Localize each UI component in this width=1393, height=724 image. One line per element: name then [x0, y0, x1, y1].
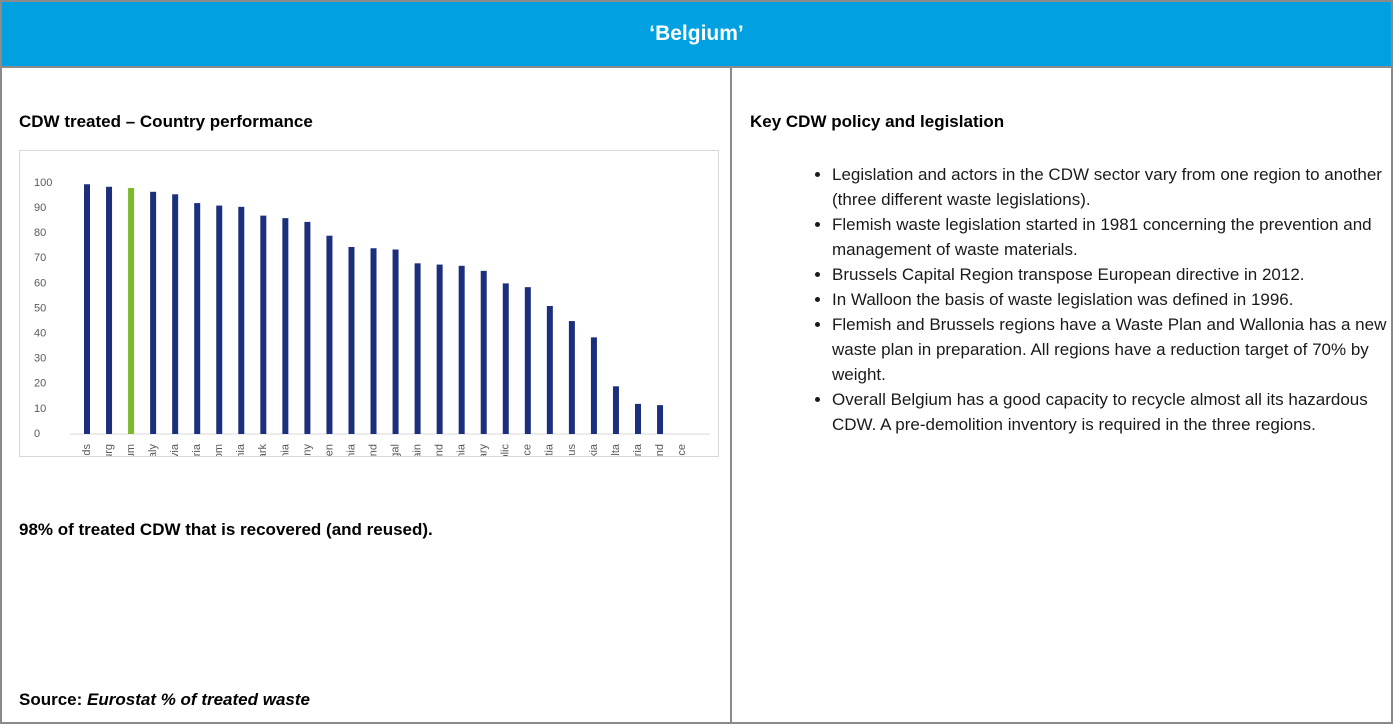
- bullet: Overall Belgium has a good capacity to r…: [832, 387, 1392, 437]
- x-tick-label: Netherlands: [81, 444, 93, 457]
- x-tick-label: Finland: [654, 444, 666, 457]
- bar: [414, 263, 421, 434]
- bar: [172, 194, 179, 434]
- bar: [635, 403, 641, 434]
- x-tick-label: United Kingdom: [213, 444, 225, 457]
- bar: [480, 270, 487, 434]
- bar: [546, 305, 553, 434]
- x-tick-label: Slovenia: [235, 443, 247, 457]
- x-tick-label: Latvia: [169, 443, 181, 457]
- y-tick-label: 80: [34, 227, 46, 239]
- y-tick-label: 50: [34, 302, 46, 314]
- bar: [524, 287, 531, 434]
- x-tick-label: Romania: [456, 443, 468, 457]
- y-tick-label: 10: [34, 403, 46, 415]
- bullet: Flemish and Brussels regions have a Wast…: [832, 312, 1392, 387]
- y-tick-label: 40: [34, 328, 46, 340]
- chart: 0 10 20 30 40 50 60 70 80 90 100 Netherlands Luxembo…: [19, 150, 719, 457]
- y-tick-label: 70: [34, 252, 46, 264]
- y-tick-label: 90: [34, 202, 46, 214]
- bar: [194, 203, 201, 434]
- x-tick-label: Hungary: [478, 444, 490, 457]
- bar: [128, 188, 135, 434]
- y-tick-label: 60: [34, 277, 46, 289]
- bar: [436, 264, 443, 434]
- bar: [568, 321, 575, 434]
- bullet-list: Legislation and actors in the CDW sector…: [792, 162, 1392, 437]
- x-tick-label: Sweden: [323, 444, 335, 457]
- x-tick-label: Germany: [301, 444, 313, 457]
- bar: [260, 215, 267, 434]
- bar: [392, 249, 399, 434]
- x-tick-label: Belgium: [125, 444, 137, 457]
- x-tick-label: Spain: [412, 444, 424, 457]
- bullet: Legislation and actors in the CDW sector…: [832, 162, 1392, 212]
- column-divider: [730, 68, 732, 722]
- x-tick-label: Cyprus: [566, 444, 578, 457]
- bar: [657, 405, 664, 434]
- y-tick-label: 100: [34, 177, 52, 189]
- left-heading: CDW treated – Country performance: [19, 112, 313, 131]
- source-text: Eurostat % of treated waste: [87, 690, 310, 709]
- x-tick-label: Estonia: [345, 443, 357, 457]
- bar: [458, 265, 465, 434]
- x-tick-label: Denmark: [257, 444, 269, 457]
- x-tick-label: Malta: [610, 443, 622, 457]
- bar: [106, 186, 113, 434]
- x-tick-label: Luxembourg: [103, 444, 115, 457]
- bar: [282, 218, 289, 434]
- bar: [216, 205, 223, 434]
- bar: [370, 248, 377, 434]
- x-tick-label: Lithuania: [279, 443, 291, 457]
- bar: [150, 191, 157, 434]
- x-tick-label: Italy: [147, 444, 159, 457]
- bullet: Flemish waste legislation started in 198…: [832, 212, 1392, 262]
- bar: [612, 386, 619, 434]
- x-tick-label: Bulgaria: [632, 443, 644, 457]
- x-tick-label: Portugal: [389, 444, 401, 457]
- bar: [84, 184, 90, 434]
- y-tick-label: 20: [34, 378, 46, 390]
- bar: [238, 206, 245, 434]
- bullet: In Walloon the basis of waste legislatio…: [832, 287, 1392, 312]
- bar: [348, 247, 355, 434]
- bar: [590, 337, 597, 434]
- source: Source: Eurostat % of treated waste: [19, 690, 310, 710]
- y-tick-label: 0: [34, 428, 40, 440]
- y-tick-label: 30: [34, 353, 46, 365]
- right-heading: Key CDW policy and legislation: [750, 112, 1005, 131]
- x-tick-label: Poland: [434, 444, 446, 457]
- header-title: ‘Belgium’: [2, 2, 1391, 68]
- x-tick-label: Greece: [676, 444, 688, 457]
- x-tick-label: Croatia: [544, 443, 556, 457]
- x-tick-label: Ireland: [367, 444, 379, 457]
- statement: 98% of treated CDW that is recovered (an…: [19, 520, 433, 539]
- bar: [326, 235, 333, 434]
- source-label: Source:: [19, 690, 83, 709]
- x-tick-label: France: [522, 444, 534, 457]
- x-tick-label: Austria: [191, 443, 203, 457]
- x-tick-label: Czech Republic: [500, 444, 512, 457]
- bullet: Brussels Capital Region transpose Europe…: [832, 262, 1392, 287]
- x-tick-label: Slovakia: [588, 443, 600, 457]
- bar: [502, 283, 509, 434]
- bar: [304, 221, 311, 434]
